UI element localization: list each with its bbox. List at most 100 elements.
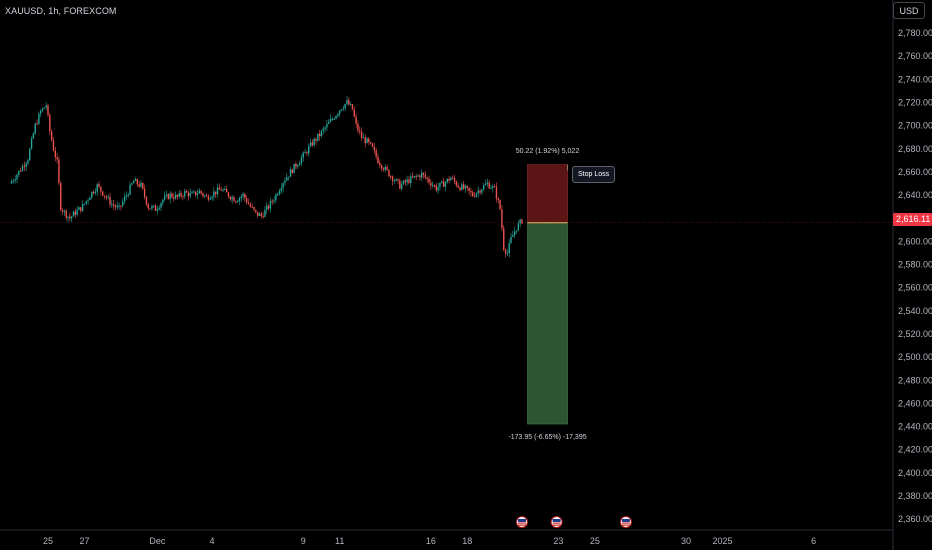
candle [271,199,273,206]
candle [328,119,330,125]
candle [160,201,162,211]
candle [351,103,354,111]
candle [337,112,339,119]
candle [450,176,452,181]
candle [455,180,458,188]
candle [105,194,108,201]
candle [431,181,434,188]
time-tick-label: 9 [301,536,306,546]
candle [457,182,459,189]
candle [499,199,501,211]
candle [348,97,350,106]
economic-event-icon[interactable] [550,516,563,528]
price-tick-label: 2,640.00 [898,190,932,200]
candle [19,167,22,172]
candle [215,191,217,199]
candle [207,193,210,202]
candle [329,114,332,123]
price-tick-label: 2,520.00 [898,329,932,339]
economic-event-icon[interactable] [515,516,528,528]
candle [466,185,468,192]
candle [101,191,104,197]
candle [317,133,319,143]
candle [490,184,492,190]
candle [76,205,78,216]
economic-event-icon[interactable] [619,516,632,528]
candle [112,199,115,210]
candle [194,191,197,197]
candle [260,211,262,219]
candle [452,175,454,179]
candle [284,177,286,186]
price-tick-label: 2,400.00 [898,468,932,478]
candle [421,169,423,181]
candle [205,193,208,197]
candle [479,188,481,196]
price-tick-label: 2,660.00 [898,167,932,177]
candle [89,196,91,200]
currency-selector[interactable]: USD [893,2,925,19]
candle [395,178,397,182]
candle [335,115,337,120]
candle [227,191,230,199]
candle [25,161,27,172]
time-tick-label: 25 [590,536,600,546]
time-tick-label: 27 [79,536,89,546]
price-tick-label: 2,420.00 [898,445,932,455]
candle [36,119,38,125]
candle [41,107,44,113]
candle [72,210,75,217]
candle [222,188,224,192]
time-tick-label: 23 [553,536,563,546]
candle [49,112,51,136]
price-tick-label: 2,540.00 [898,306,932,316]
candle [262,212,264,219]
candle [293,163,295,174]
candle [470,187,472,197]
candle [209,195,211,201]
candle [163,191,166,202]
time-tick-label: 2025 [712,536,732,546]
position-target-stats: 50.22 (1.92%) 5,022 [515,147,580,155]
candle [29,147,31,161]
price-tick-label: 2,380.00 [898,491,932,501]
candle [202,192,204,199]
candle [142,182,144,191]
candles [10,95,523,258]
candle [410,173,412,188]
price-axis: 2,780.00 2,760.00 2,740.00 2,720.00 2,700.00… [892,0,932,550]
candle [309,138,312,148]
candle [368,137,370,146]
candle [231,194,233,204]
candle [114,203,117,211]
candle [322,126,324,135]
candle [390,174,392,180]
stop-loss-label[interactable]: Stop Loss [572,166,616,183]
candle [224,186,226,191]
candle [411,172,414,179]
candle [369,141,372,145]
candle [216,183,219,198]
candle [484,179,487,186]
candle [16,173,18,184]
candle [255,209,257,214]
candle [512,230,514,237]
candle [424,170,427,180]
candle [400,181,403,191]
candle [58,156,60,186]
candle [513,227,516,239]
candle [149,208,151,210]
candle [359,126,361,135]
candle [27,158,29,166]
candle [497,196,499,204]
candle [371,142,374,148]
candle [153,205,155,208]
price-tick-label: 2,480.00 [898,375,932,385]
candle [475,192,478,198]
candle [333,117,335,121]
time-tick-label: 6 [811,536,816,546]
candle [430,178,432,190]
candle [338,110,341,118]
candle [98,181,100,188]
